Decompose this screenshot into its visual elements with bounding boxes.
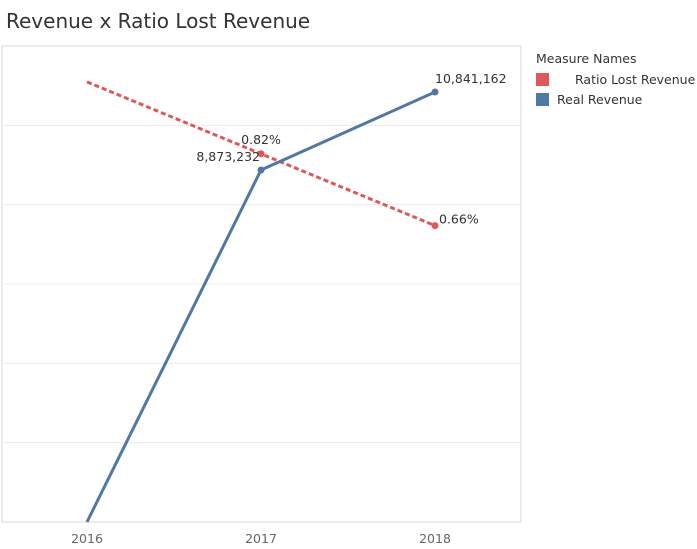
data-point — [431, 88, 439, 96]
data-label: 10,841,162 — [435, 71, 507, 86]
legend-swatch-real-revenue — [536, 92, 549, 106]
legend-swatch-ratio-lost-revenue — [536, 72, 549, 86]
data-label: 8,873,232 — [196, 149, 260, 164]
data-point — [257, 166, 265, 174]
data-point — [431, 222, 439, 230]
x-tick-label: 2016 — [71, 531, 103, 546]
legend-title: Measure Names — [536, 51, 637, 66]
legend: Measure Names Ratio Lost Revenue Real Re… — [536, 51, 695, 109]
x-tick-label: 2018 — [419, 531, 451, 546]
data-label: 0.66% — [439, 212, 479, 227]
chart-title: Revenue x Ratio Lost Revenue — [6, 9, 311, 33]
x-tick-label: 2017 — [245, 531, 277, 546]
legend-label-ratio-lost-revenue: Ratio Lost Revenue — [575, 71, 696, 87]
legend-item-real-revenue[interactable]: Real Revenue — [536, 89, 695, 109]
legend-label-real-revenue: Real Revenue — [557, 91, 643, 107]
data-point — [257, 150, 265, 158]
legend-item-ratio-lost-revenue[interactable]: Ratio Lost Revenue — [536, 69, 695, 89]
data-label: 0.82% — [241, 132, 281, 147]
